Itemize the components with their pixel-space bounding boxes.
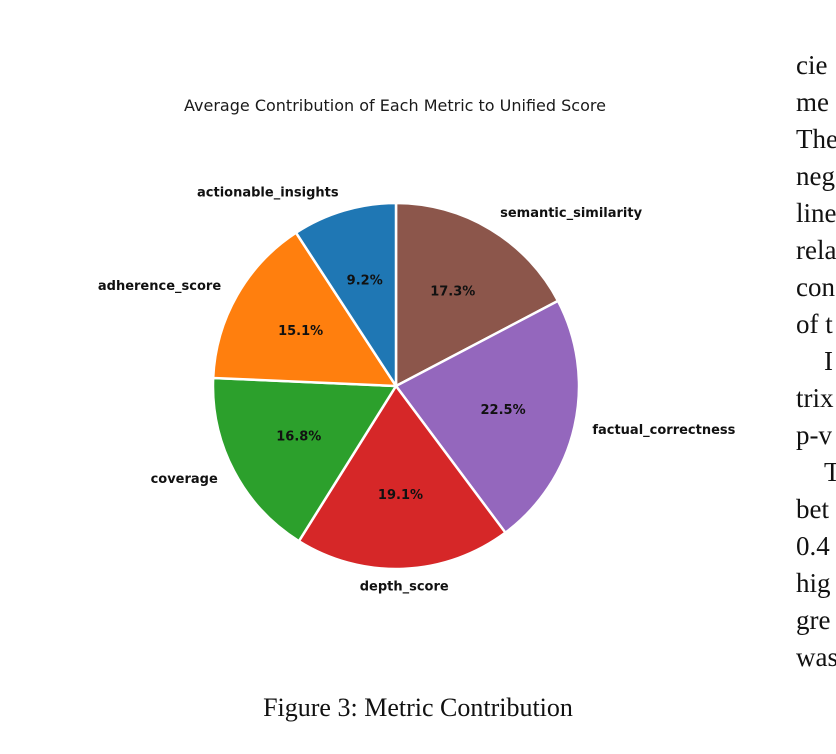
text-line: hig <box>796 568 831 598</box>
text-line: trix <box>796 383 834 413</box>
pie-category-label: depth_score <box>360 580 449 595</box>
text-line: bet <box>796 494 829 524</box>
pie-percent-label: 15.1% <box>278 324 323 339</box>
text-line: gre <box>796 605 831 635</box>
figure-caption: Figure 3: Metric Contribution <box>263 693 573 722</box>
text-line: line <box>796 198 836 228</box>
text-line: cie <box>796 50 828 80</box>
text-line: T <box>824 457 836 487</box>
pie-category-label: factual_correctness <box>592 423 735 438</box>
pie-slices <box>211 201 581 571</box>
pie-slice-semantic-similarity <box>394 201 560 388</box>
text-line: M <box>796 10 836 47</box>
text-line: rela <box>796 235 836 265</box>
text-line: me <box>796 87 829 117</box>
text-line: neg <box>796 161 835 191</box>
body-text-column: M cie me The neg line rela con of t I tr… <box>796 10 836 676</box>
pie-percent-label: 9.2% <box>347 273 383 288</box>
pie-category-label: actionable_insights <box>197 186 339 201</box>
chart-title: Average Contribution of Each Metric to U… <box>184 96 606 115</box>
pie-slice-actionable-insights <box>294 201 398 388</box>
pie-slice-depth-score <box>297 384 507 571</box>
pie-category-label: adherence_score <box>98 279 221 294</box>
text-line: p-v <box>796 420 832 450</box>
pie-percent-label: 22.5% <box>481 403 526 418</box>
text-line: I <box>824 346 833 376</box>
text-line: was <box>796 642 836 672</box>
pie-percent-labels: 17.3% 22.5% 19.1% 16.8% 15.1% 9.2% <box>276 273 525 503</box>
pie-category-labels: semantic_similarity factual_correctnessde… <box>98 186 736 595</box>
pie-category-label: semantic_similarity <box>500 206 643 221</box>
text-line: The <box>796 124 836 154</box>
pie-percent-label: 19.1% <box>378 488 423 503</box>
pie-slice-coverage <box>211 376 398 543</box>
pie-slice-factual-correctness <box>394 299 581 534</box>
text-line: of t <box>796 309 833 339</box>
pie-percent-label: 17.3% <box>430 285 475 300</box>
pie-category-label: coverage <box>151 472 218 487</box>
text-line: con <box>796 272 835 302</box>
pie-slice-adherence-score <box>211 231 398 388</box>
text-line: 0.4 <box>796 531 830 561</box>
pie-percent-label: 16.8% <box>276 430 321 445</box>
